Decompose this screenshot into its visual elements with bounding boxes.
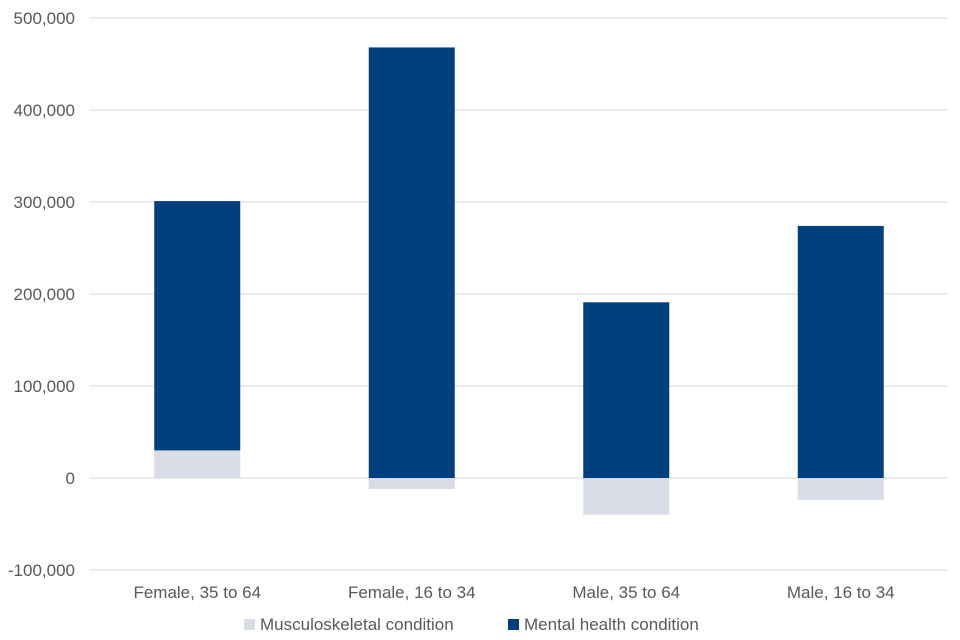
y-tick-label: 400,000 (14, 101, 75, 120)
legend: Musculoskeletal condition Mental health c… (244, 615, 699, 634)
bar-musculoskeletal-condition (368, 478, 455, 490)
bar-musculoskeletal-condition (154, 450, 241, 478)
legend-label: Mental health condition (524, 615, 699, 634)
bar-mental-health-condition (583, 302, 670, 478)
y-tick-label: 200,000 (14, 285, 75, 304)
bar-mental-health-condition (797, 225, 884, 478)
x-category-label: Female, 35 to 64 (133, 583, 261, 602)
y-tick-label: 0 (66, 469, 75, 488)
x-category-label: Female, 16 to 34 (348, 583, 476, 602)
bar-mental-health-condition (154, 201, 241, 451)
y-tick-label: 300,000 (14, 193, 75, 212)
y-axis-tick-labels: 500,000 400,000 300,000 200,000 100,000 0 -100… (8, 9, 75, 580)
y-tick-label: 100,000 (14, 377, 75, 396)
bar-musculoskeletal-condition (583, 478, 670, 515)
legend-swatch (244, 619, 255, 630)
y-tick-label: -100,000 (8, 561, 75, 580)
x-category-label: Male, 35 to 64 (572, 583, 680, 602)
legend-label: Musculoskeletal condition (260, 615, 454, 634)
y-tick-label: 500,000 (14, 9, 75, 28)
x-category-label: Male, 16 to 34 (787, 583, 895, 602)
bars (154, 47, 884, 515)
x-axis-category-labels: Female, 35 to 64 Female, 16 to 34 Male, 35… (133, 583, 894, 602)
bar-musculoskeletal-condition (797, 478, 884, 501)
bar-mental-health-condition (368, 47, 455, 478)
legend-swatch (508, 619, 519, 630)
